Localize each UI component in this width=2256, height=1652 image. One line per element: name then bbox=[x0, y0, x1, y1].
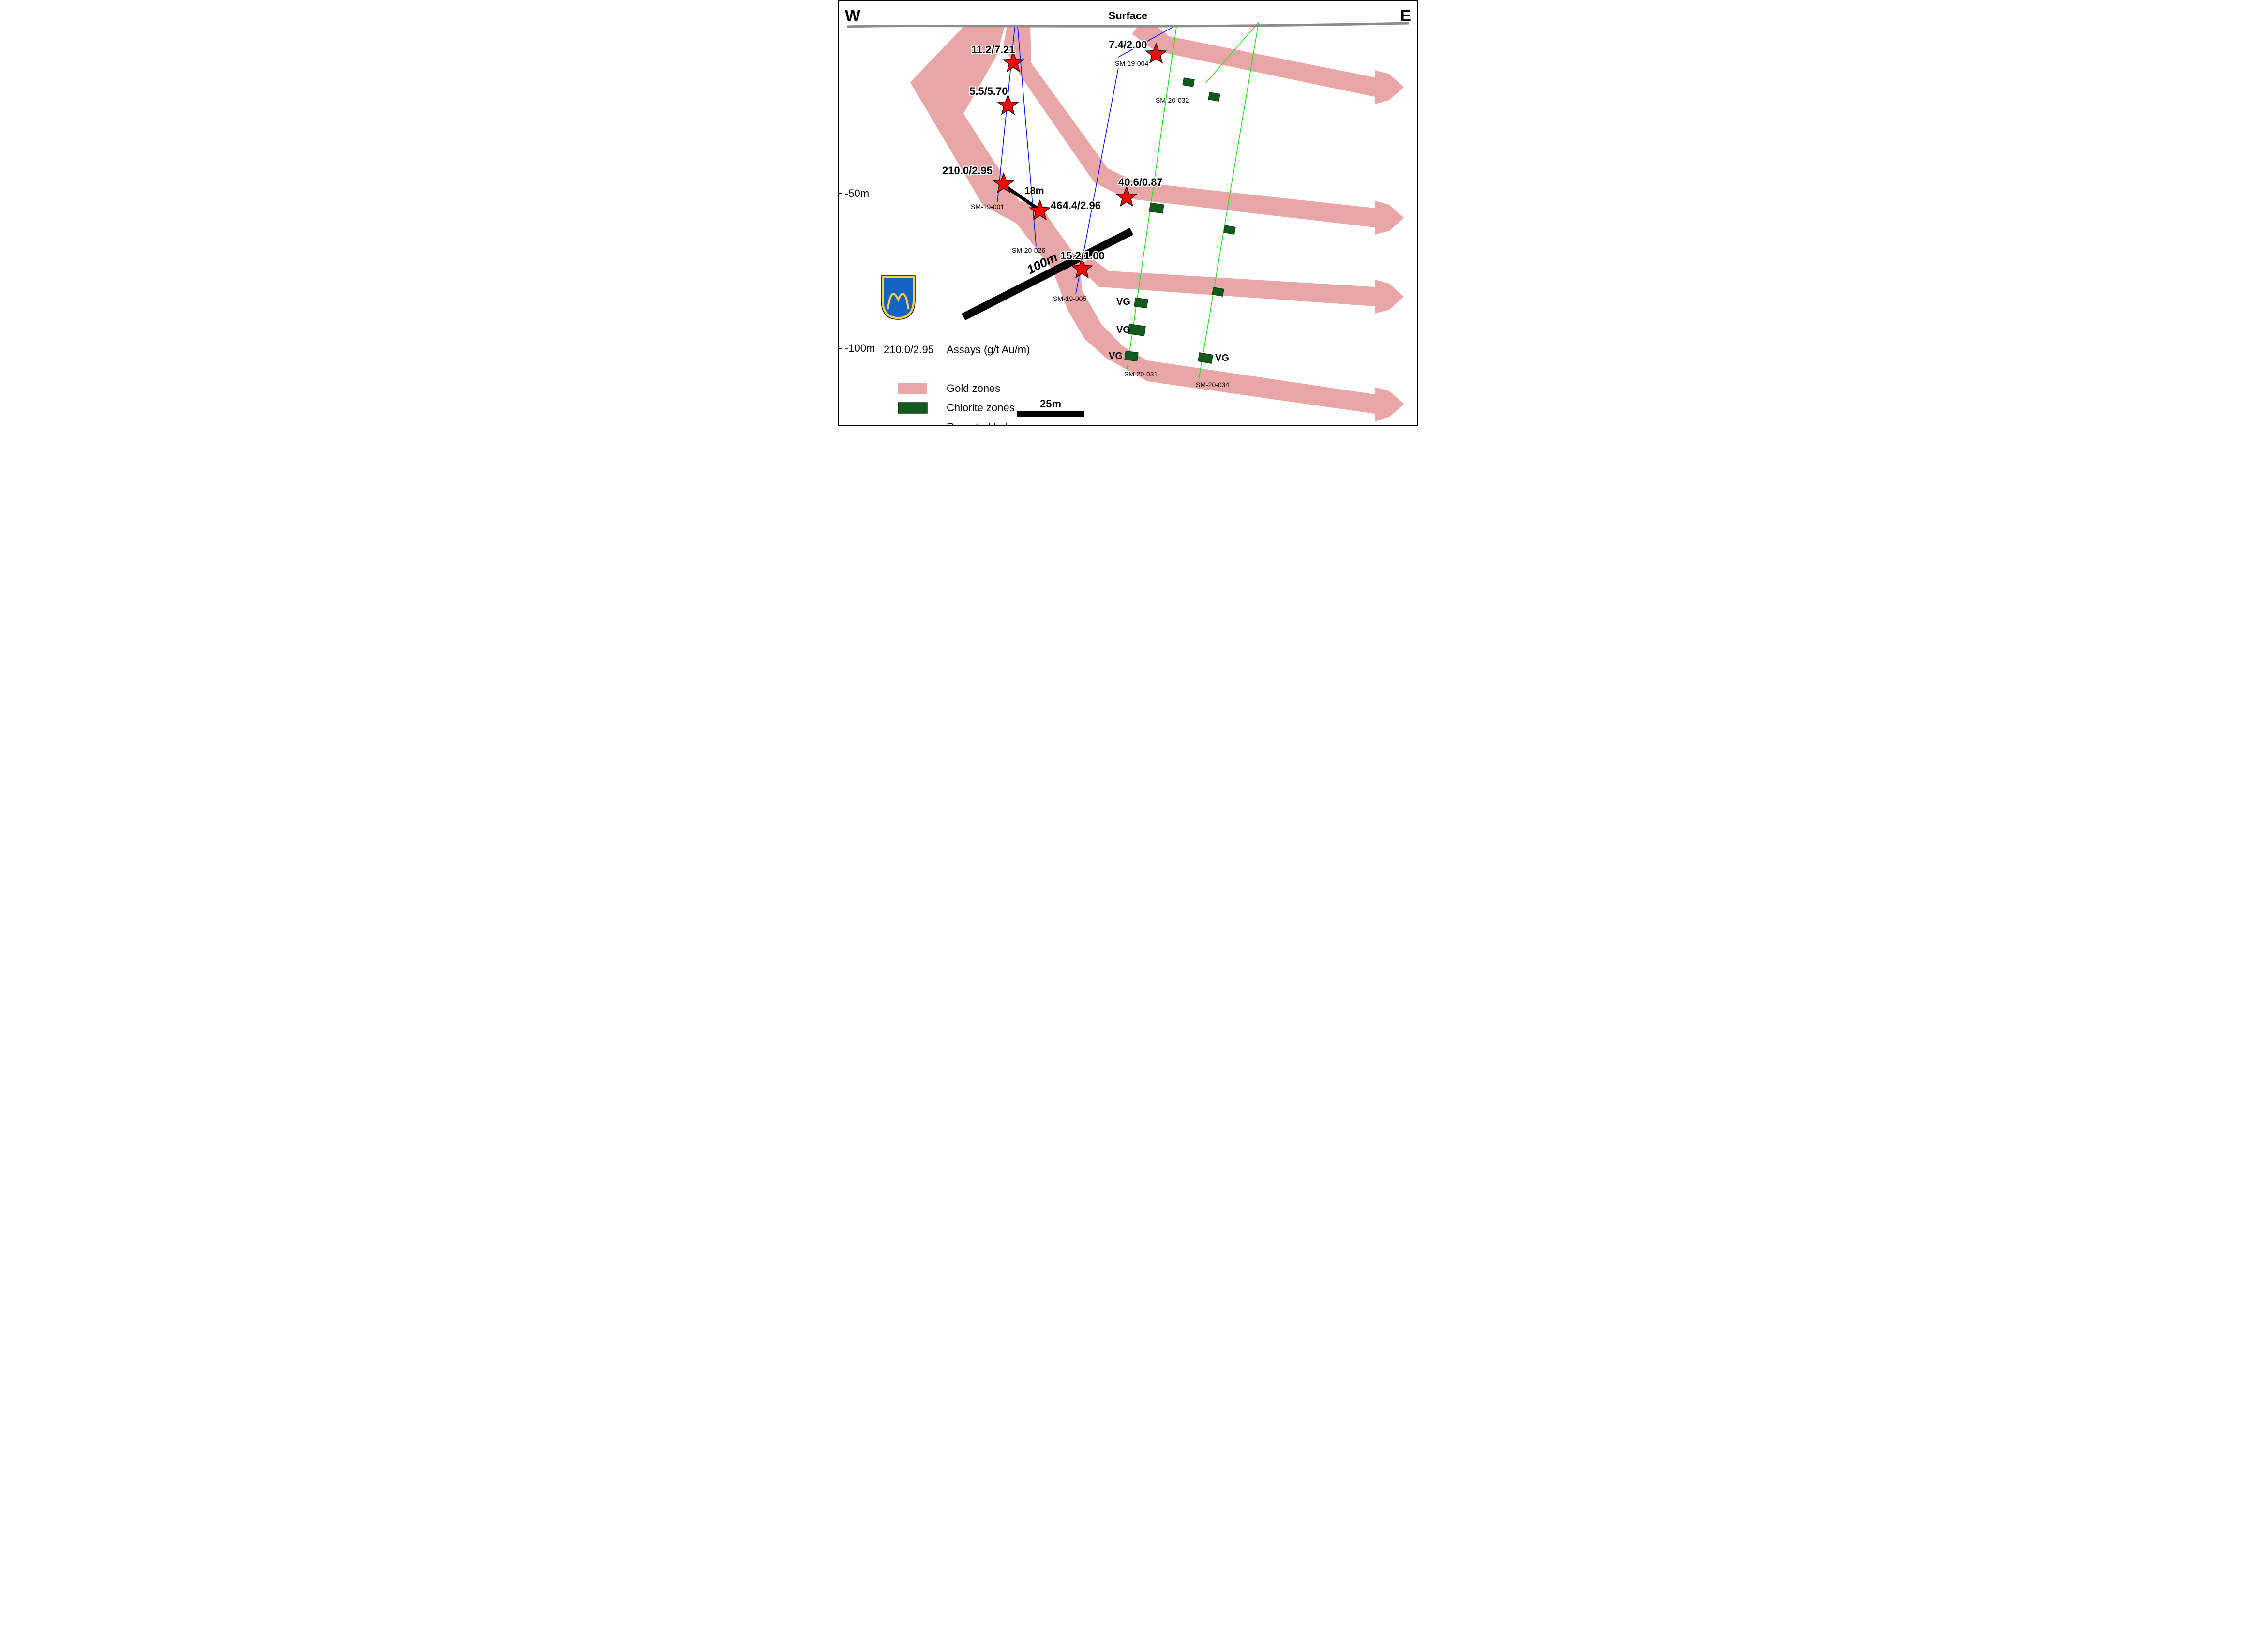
svg-text:210.0/2.95: 210.0/2.95 bbox=[884, 344, 934, 356]
svg-text:5.5/5.70: 5.5/5.70 bbox=[969, 85, 1008, 97]
depth-axis: -50m -100m bbox=[838, 187, 875, 354]
svg-text:SM-19-004: SM-19-004 bbox=[1115, 60, 1148, 67]
svg-text:SM-19-001: SM-19-001 bbox=[971, 203, 1004, 210]
svg-text:-50m: -50m bbox=[845, 187, 869, 199]
svg-text:VG: VG bbox=[1116, 297, 1130, 307]
svg-text:SM-20-026: SM-20-026 bbox=[1012, 246, 1045, 254]
svg-text:Assays (g/t Au/m): Assays (g/t Au/m) bbox=[947, 344, 1030, 356]
svg-text:SM-20-034: SM-20-034 bbox=[1196, 381, 1229, 389]
east-direction-label: E bbox=[1400, 7, 1411, 25]
company-logo bbox=[881, 276, 915, 319]
svg-text:15.2/1.00: 15.2/1.00 bbox=[1060, 250, 1105, 262]
svg-text:40.6/0.87: 40.6/0.87 bbox=[1118, 176, 1163, 188]
svg-text:-100m: -100m bbox=[845, 342, 875, 354]
svg-text:Reported holes: Reported holes bbox=[947, 421, 1019, 426]
svg-text:25m: 25m bbox=[1040, 398, 1061, 410]
svg-text:210.0/2.95: 210.0/2.95 bbox=[942, 165, 993, 177]
svg-text:464.4/2.96: 464.4/2.96 bbox=[1051, 199, 1101, 211]
svg-text:VG: VG bbox=[1215, 353, 1229, 363]
scale-bar-25m: 25m bbox=[1017, 398, 1084, 417]
svg-text:18m: 18m bbox=[1025, 186, 1044, 196]
svg-text:SM-19-005: SM-19-005 bbox=[1053, 295, 1086, 302]
svg-text:7.4/2.00: 7.4/2.00 bbox=[1109, 39, 1147, 51]
svg-text:11.2/7.21: 11.2/7.21 bbox=[971, 44, 1015, 56]
chlorite-zones-layer bbox=[1125, 78, 1235, 364]
legend: 210.0/2.95 Assays (g/t Au/m) Gold zones Chl… bbox=[884, 344, 1030, 426]
west-direction-label: W bbox=[845, 7, 861, 25]
surface-label: Surface bbox=[1109, 10, 1148, 22]
surface-line bbox=[847, 23, 1409, 27]
svg-text:Chlorite zones: Chlorite zones bbox=[947, 402, 1015, 414]
svg-text:Gold zones: Gold zones bbox=[947, 382, 1000, 394]
svg-text:VG: VG bbox=[1116, 325, 1130, 335]
cross-section-diagram: 100m 18m 11.2/7.215.5/5.70210.0/2.95464.… bbox=[838, 0, 1418, 426]
svg-text:SM-20-031: SM-20-031 bbox=[1124, 370, 1158, 378]
svg-text:VG: VG bbox=[1109, 351, 1123, 361]
svg-text:SM-20-032: SM-20-032 bbox=[1156, 96, 1189, 104]
